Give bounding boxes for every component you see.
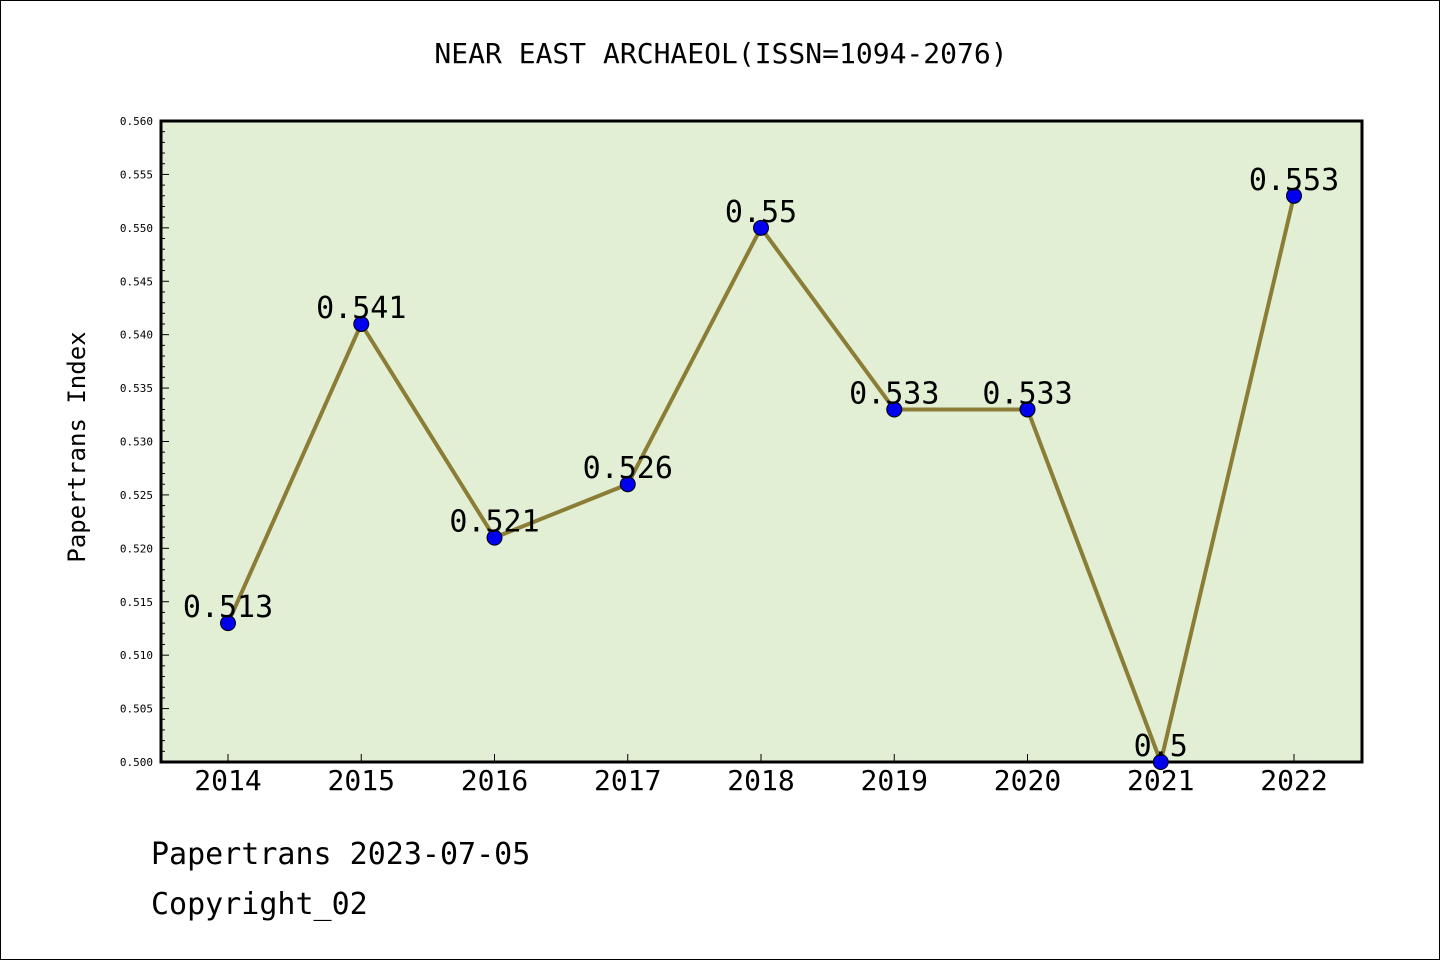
data-point — [753, 219, 769, 236]
y-tick-label: 0.540 — [120, 329, 153, 342]
footer-copyright: Copyright_02 — [151, 887, 368, 922]
data-point — [486, 529, 503, 546]
data-label: 0.5 — [1134, 729, 1188, 764]
chart-title: NEAR EAST ARCHAEOL(ISSN=1094-2076) — [434, 37, 1008, 70]
y-tick-label: 0.520 — [120, 542, 153, 555]
data-point — [619, 476, 636, 493]
y-tick-label: 0.560 — [120, 115, 153, 128]
x-tick-label: 2015 — [328, 764, 395, 797]
data-point — [1019, 401, 1036, 418]
data-label: 0.513 — [183, 590, 273, 625]
y-tick-label: 0.500 — [120, 756, 153, 769]
y-tick-label: 0.530 — [120, 436, 153, 449]
data-label: 0.521 — [449, 505, 539, 540]
data-point — [220, 615, 236, 632]
y-tick-label: 0.515 — [120, 596, 153, 609]
y-tick-label: 0.550 — [120, 222, 153, 235]
x-tick-label: 2018 — [727, 764, 794, 797]
series-markers — [220, 187, 1302, 770]
data-point — [1152, 754, 1169, 770]
y-tick-label: 0.505 — [120, 703, 153, 716]
data-label: 0.526 — [583, 451, 673, 486]
footer-date: Papertrans 2023-07-05 — [151, 837, 531, 872]
y-axis: 0.500 0.505 0.510 0.515 0.520 0.525 0.530 0.535… — [120, 115, 169, 769]
data-label: 0.533 — [849, 376, 939, 411]
x-tick-label: 2016 — [461, 764, 528, 797]
x-axis: 2014 2015 2016 2017 2018 2019 2020 2021 2022 — [194, 754, 1328, 797]
x-tick-label: 2022 — [1260, 764, 1327, 797]
data-point — [886, 401, 903, 418]
y-tick-label: 0.510 — [120, 649, 153, 662]
y-tick-label: 0.525 — [120, 489, 153, 502]
x-tick-label: 2019 — [861, 764, 928, 797]
data-point — [353, 315, 370, 332]
y-axis-label: Papertrans Index — [63, 331, 91, 562]
data-label: 0.553 — [1249, 163, 1339, 198]
y-tick-label: 0.535 — [120, 382, 153, 395]
data-label: 0.55 — [725, 195, 797, 230]
y-tick-label: 0.545 — [120, 275, 153, 288]
data-point — [1286, 187, 1302, 204]
data-label: 0.541 — [316, 291, 406, 326]
x-tick-label: 2020 — [994, 764, 1061, 797]
x-tick-label: 2017 — [594, 764, 661, 797]
data-labels: 0.513 0.541 0.521 0.526 0.55 0.533 0.533 0.5 0.5… — [183, 163, 1339, 764]
y-tick-label: 0.555 — [120, 168, 153, 181]
data-label: 0.533 — [982, 376, 1072, 411]
x-tick-label: 2014 — [194, 764, 261, 797]
